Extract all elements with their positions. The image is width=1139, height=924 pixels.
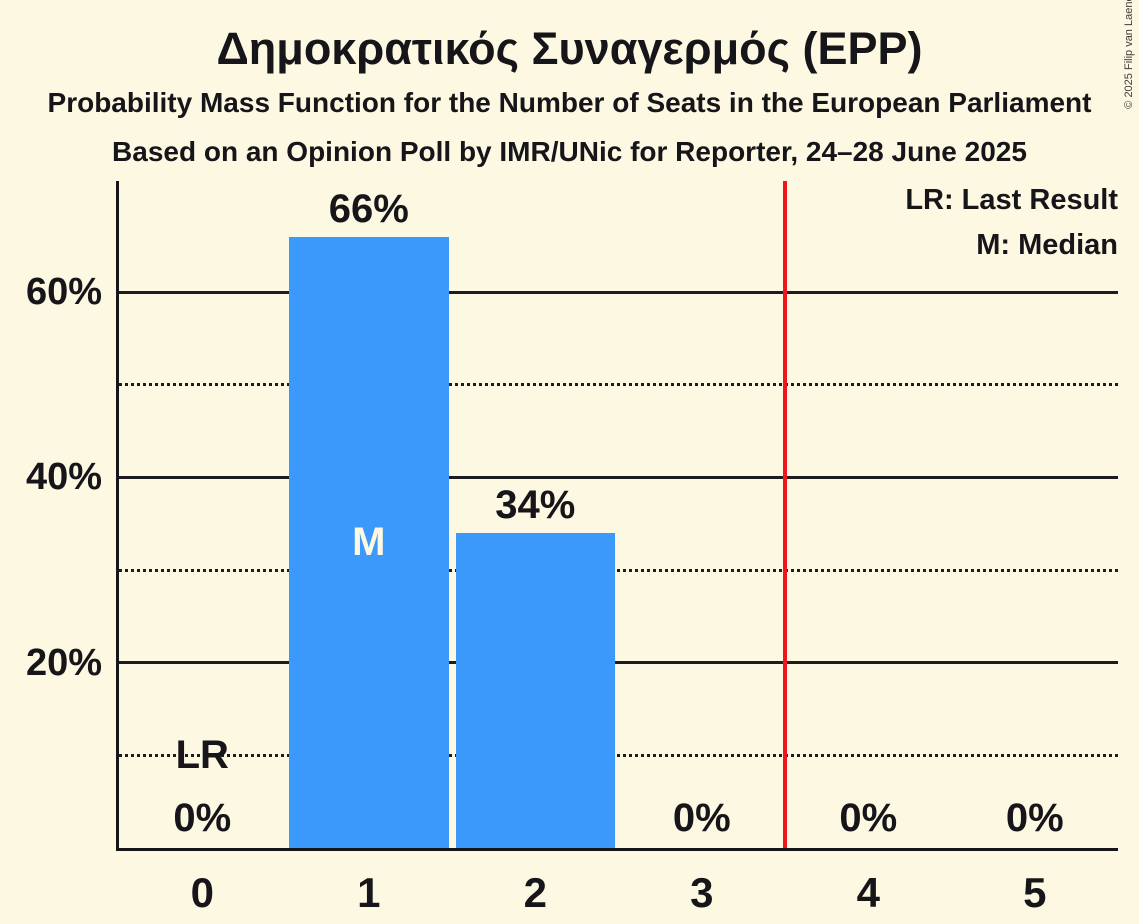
gridline-solid bbox=[119, 475, 1118, 479]
bar-value-label: 0% bbox=[173, 796, 232, 840]
x-tick-label: 4 bbox=[856, 869, 880, 916]
chart-subtitle-1: Probability Mass Function for the Number… bbox=[47, 87, 1092, 118]
legend: LR: Last Result M: Median bbox=[905, 178, 1118, 268]
bar bbox=[455, 533, 615, 848]
bar-value-label: 66% bbox=[328, 186, 409, 231]
red-reference-line bbox=[783, 181, 787, 848]
chart-subtitle-2: Based on an Opinion Poll by IMR/UNic for… bbox=[112, 136, 1027, 167]
bar-value-label: 34% bbox=[495, 483, 576, 528]
last-result-marker: LR bbox=[175, 733, 229, 778]
legend-last-result: LR: Last Result bbox=[905, 184, 1118, 216]
gridline-dotted bbox=[119, 383, 1118, 387]
bar-value-label: 0% bbox=[839, 796, 898, 840]
bar-value-label: 0% bbox=[672, 796, 731, 840]
gridline-solid bbox=[119, 661, 1118, 665]
bar-value-label: 0% bbox=[1005, 796, 1064, 840]
x-tick-label: 1 bbox=[357, 869, 381, 916]
copyright-notice: © 2025 Filip van Laenen bbox=[1123, 0, 1135, 109]
gridline-solid bbox=[119, 290, 1118, 294]
chart-title: Δημοκρατικός Συναγερμός (EPP) bbox=[216, 23, 923, 74]
x-tick-label: 0 bbox=[190, 869, 214, 916]
y-tick-label: 20% bbox=[25, 641, 102, 684]
x-tick-label: 3 bbox=[690, 869, 714, 916]
legend-median: M: Median bbox=[976, 229, 1118, 261]
median-marker: M bbox=[352, 520, 386, 565]
x-tick-label: 2 bbox=[523, 869, 547, 916]
y-tick-label: 60% bbox=[25, 271, 102, 314]
gridline-dotted bbox=[119, 753, 1118, 757]
plot-area: 20% 40% 60% 0% 66% 34% 0% 0% 0% M LR 0 1 2 3 4 5 bbox=[26, 181, 1118, 915]
gridline-dotted bbox=[119, 568, 1118, 572]
y-tick-label: 40% bbox=[25, 456, 102, 499]
x-tick-label: 5 bbox=[1023, 869, 1047, 916]
bar bbox=[289, 236, 449, 848]
